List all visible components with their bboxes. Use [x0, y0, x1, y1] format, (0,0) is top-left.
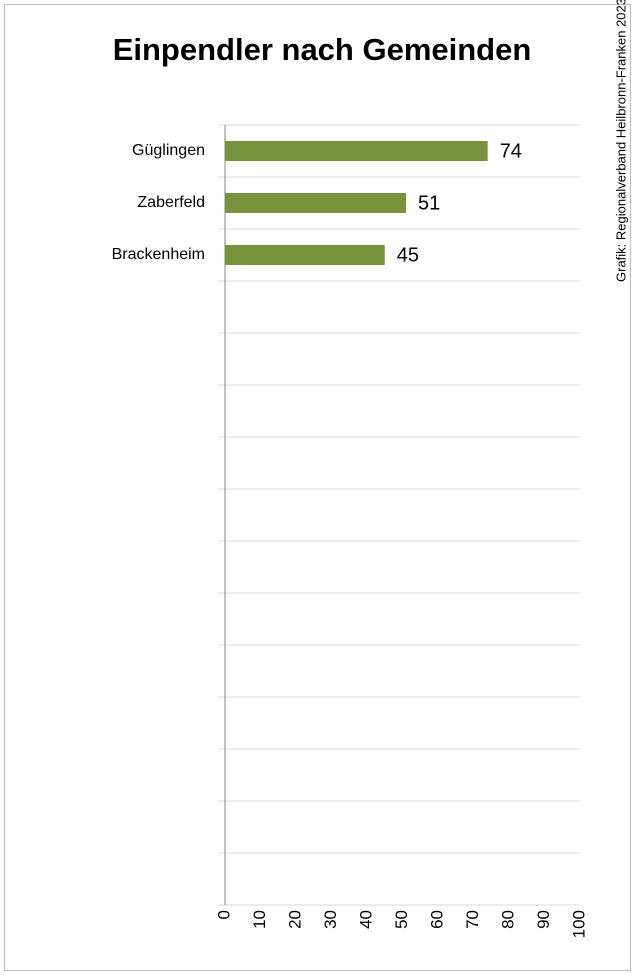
chart-border: [4, 4, 631, 971]
bar: [225, 141, 488, 161]
value-label: 51: [418, 192, 440, 214]
chart-title: Einpendler nach Gemeinden: [113, 32, 532, 67]
value-label: 45: [397, 244, 419, 266]
x-tick-label: 60: [427, 910, 446, 929]
x-tick-label: 70: [463, 910, 482, 929]
x-tick-label: 30: [321, 910, 340, 929]
y-tick-label: Brackenheim: [112, 246, 205, 263]
bar: [225, 245, 385, 265]
x-tick-label: 50: [392, 910, 411, 929]
value-label: 74: [500, 140, 522, 162]
x-tick-label: 0: [214, 910, 233, 919]
source-note: Grafik: Regionalverband Heilbronn-Franke…: [613, 0, 628, 282]
y-tick-label: Güglingen: [132, 142, 205, 159]
y-tick-label: Zaberfeld: [137, 194, 205, 211]
x-tick-label: 90: [534, 910, 553, 929]
x-tick-label: 40: [356, 910, 375, 929]
x-tick-label: 10: [250, 910, 269, 929]
x-tick-label: 80: [498, 910, 517, 929]
x-tick-label: 20: [285, 910, 304, 929]
x-tick-label: 100: [569, 910, 588, 938]
bar: [225, 193, 407, 213]
